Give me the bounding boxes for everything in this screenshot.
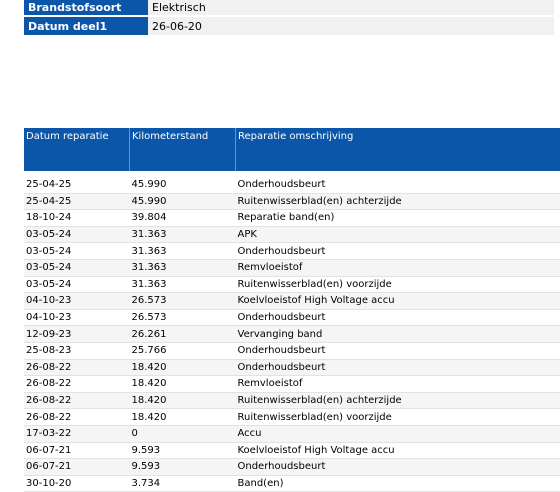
repair-mileage: 31.363 xyxy=(130,276,236,293)
repair-date: 25-04-25 xyxy=(24,193,130,210)
repair-mileage: 39.804 xyxy=(130,210,236,227)
repair-date: 06-07-21 xyxy=(24,442,130,459)
vehicle-info-body: Brandstofsoort Elektrisch Datum deel1 26… xyxy=(24,0,554,35)
repair-date: 03-05-24 xyxy=(24,259,130,276)
repair-description: Onderhoudsbeurt xyxy=(236,359,560,376)
vehicle-info-table: Brandstofsoort Elektrisch Datum deel1 26… xyxy=(24,0,554,35)
repair-description: Reparatie band(en) xyxy=(236,210,560,227)
repair-description: Ruitenwisserblad(en) achterzijde xyxy=(236,392,560,409)
repair-description: Remvloeistof xyxy=(236,259,560,276)
repair-mileage: 26.261 xyxy=(130,326,236,343)
repair-description: Onderhoudsbeurt xyxy=(236,177,560,193)
repairs-table: Datum reparatie Kilometerstand Reparatie… xyxy=(24,128,560,492)
repair-date: 26-08-22 xyxy=(24,409,130,426)
repair-description: Ruitenwisserblad(en) voorzijde xyxy=(236,409,560,426)
col-header-date: Datum reparatie xyxy=(24,128,130,171)
repair-date: 04-10-23 xyxy=(24,293,130,310)
info-row-date: Datum deel1 26-06-20 xyxy=(24,16,554,35)
repair-description: Ruitenwisserblad(en) achterzijde xyxy=(236,193,560,210)
repair-date: 30-10-20 xyxy=(24,475,130,492)
repair-date: 25-04-25 xyxy=(24,177,130,193)
repair-date: 26-08-22 xyxy=(24,359,130,376)
repair-mileage: 9.593 xyxy=(130,459,236,476)
repair-date: 04-10-23 xyxy=(24,309,130,326)
fuel-value: Elektrisch xyxy=(148,0,554,16)
repair-date: 26-08-22 xyxy=(24,392,130,409)
repair-mileage: 31.363 xyxy=(130,243,236,260)
repair-date: 03-05-24 xyxy=(24,276,130,293)
date-part1-label: Datum deel1 xyxy=(24,16,148,35)
repair-mileage: 31.363 xyxy=(130,226,236,243)
repair-description: Onderhoudsbeurt xyxy=(236,459,560,476)
repair-description: Band(en) xyxy=(236,475,560,492)
repair-mileage: 3.734 xyxy=(130,475,236,492)
repair-mileage: 18.420 xyxy=(130,359,236,376)
repair-date: 12-09-23 xyxy=(24,326,130,343)
repair-date: 03-05-24 xyxy=(24,226,130,243)
repair-mileage: 45.990 xyxy=(130,177,236,193)
repair-date: 25-08-23 xyxy=(24,342,130,359)
repair-mileage: 31.363 xyxy=(130,259,236,276)
repair-description: Vervanging band xyxy=(236,326,560,343)
col-header-mileage: Kilometerstand xyxy=(130,128,236,171)
repair-mileage: 9.593 xyxy=(130,442,236,459)
fuel-label: Brandstofsoort xyxy=(24,0,148,16)
repair-mileage: 26.573 xyxy=(130,309,236,326)
repair-date: 26-08-22 xyxy=(24,376,130,393)
repair-description: Koelvloeistof High Voltage accu xyxy=(236,442,560,459)
repair-description: Onderhoudsbeurt xyxy=(236,309,560,326)
repair-mileage: 18.420 xyxy=(130,392,236,409)
repair-description: Remvloeistof xyxy=(236,376,560,393)
repair-mileage: 45.990 xyxy=(130,193,236,210)
repair-description: APK xyxy=(236,226,560,243)
repair-mileage: 0 xyxy=(130,425,236,442)
repair-mileage: 18.420 xyxy=(130,376,236,393)
date-part1-value: 26-06-20 xyxy=(148,16,554,35)
repair-date: 18-10-24 xyxy=(24,210,130,227)
repair-description: Onderhoudsbeurt xyxy=(236,243,560,260)
repair-mileage: 25.766 xyxy=(130,342,236,359)
repair-mileage: 26.573 xyxy=(130,293,236,310)
repairs-header-row: Datum reparatie Kilometerstand Reparatie… xyxy=(24,128,560,171)
col-header-description: Reparatie omschrijving xyxy=(236,128,560,171)
info-row-fuel: Brandstofsoort Elektrisch xyxy=(24,0,554,16)
repair-description: Ruitenwisserblad(en) voorzijde xyxy=(236,276,560,293)
repair-date: 17-03-22 xyxy=(24,425,130,442)
repair-description: Accu xyxy=(236,425,560,442)
repair-date: 03-05-24 xyxy=(24,243,130,260)
repair-description: Onderhoudsbeurt xyxy=(236,342,560,359)
repair-mileage: 18.420 xyxy=(130,409,236,426)
repair-date: 06-07-21 xyxy=(24,459,130,476)
repair-description: Koelvloeistof High Voltage accu xyxy=(236,293,560,310)
